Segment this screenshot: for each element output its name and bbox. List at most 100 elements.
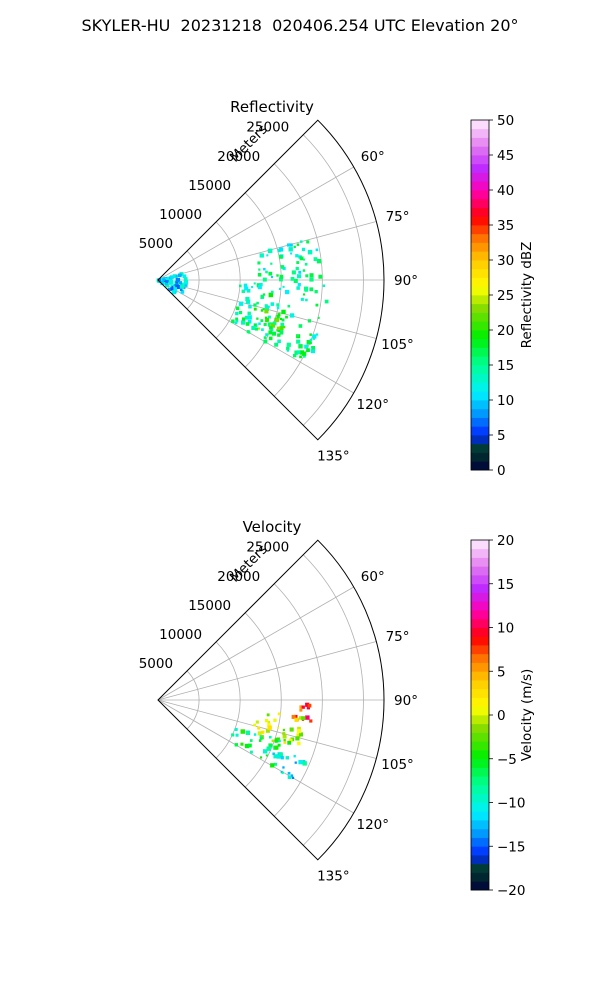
echo-gate [169,279,174,284]
figure-suptitle: SKYLER-HU 20231218 020406.254 UTC Elevat… [81,16,519,35]
colorbar-segment [471,233,489,243]
azimuth-tick-label: 75° [386,629,410,645]
echo-gate [243,283,248,288]
echo-gate [277,726,280,729]
echo-gate [282,734,287,739]
colorbar-segment [471,417,489,427]
azimuth-tick-label: 135° [317,868,350,884]
echo-gate [260,756,263,759]
colorbar-segment [471,662,489,672]
echo-gate [262,277,267,282]
echo-gate [268,330,273,335]
echo-gate [289,313,295,318]
echo-gate [270,262,273,265]
echo-gate [307,249,313,255]
echo-gate [290,277,295,281]
colorbar-segment [471,207,489,217]
colorbar-segment [471,190,489,200]
colorbar-label: Velocity (m/s) [519,669,535,762]
colorbar-segment [471,128,489,138]
echo-gate [253,723,256,727]
echo-gate [263,336,267,339]
echo-gate [277,743,281,747]
echo-gate [317,316,320,319]
echo-gate [290,774,294,777]
echo-gate [293,278,298,283]
colorbar: 0 5 10 15 20 25 30 35 40 45 50 Reflectivity dBZ [470,113,535,479]
echo-gate [264,309,269,314]
echo-gate [279,274,284,279]
echo-gate [286,346,290,351]
radial-tick-label: 20000 [217,569,260,585]
radial-tick-label: 20000 [217,149,260,165]
echo-gate [253,282,256,285]
colorbar-tick-label: 10 [497,393,514,409]
colorbar-segment [471,575,489,585]
radial-tick-label: 25000 [246,120,289,136]
echo-gate [277,329,281,332]
colorbar-segment [471,548,489,558]
echo-gate [259,282,263,287]
echo-gate [264,719,269,723]
echo-gate [286,349,289,352]
echo-gate [263,339,268,344]
radial-tick-label: 15000 [188,178,231,194]
polar-frame [157,119,385,441]
azimuth-gridline [157,166,354,281]
echo-gate [296,350,301,354]
echo-gate [234,728,238,731]
colorbar-tick-label: −20 [497,883,526,899]
colorbar-segment [471,260,489,270]
colorbar-segment [471,583,489,593]
echo-gate [311,346,316,350]
echo-gate [253,307,257,311]
echo-gate [244,315,249,320]
echo-gate [283,739,286,742]
echo-gate [173,285,176,288]
echo-gate [281,318,285,322]
echo-gate [259,735,262,738]
echo-gate [280,322,285,327]
echo-gate [263,267,266,271]
echo-gate [306,240,310,244]
colorbar-segment [471,242,489,252]
colorbar-segment [471,137,489,147]
colorbar-tick-label: 5 [497,664,506,680]
echo-gate [297,274,302,279]
colorbar-segment [471,636,489,646]
polar-frame [157,539,385,861]
echo-gate [297,283,301,287]
echo-gate [266,254,269,257]
colorbar-segment [471,540,489,550]
azimuth-tick-label: 105° [381,757,414,773]
colorbar-segment [471,723,489,733]
echo-gate [276,303,280,307]
echo-gate [285,289,290,295]
echo-gate [235,733,239,737]
colorbar-segment [471,146,489,156]
echo-gate [238,311,243,315]
echo-gate [164,277,169,282]
azimuth-gridline [157,279,354,394]
echo-gate [157,278,161,282]
colorbar-segment [471,680,489,690]
echo-gate [180,290,185,294]
echo-gate [253,303,257,307]
colorbar-segment [471,198,489,208]
echo-gate [279,331,284,335]
colorbar-segment [471,846,489,856]
colorbar-segment [471,365,489,375]
colorbar-segment [471,828,489,838]
echo-gate [274,762,277,766]
azimuth-tick-label: 120° [357,817,390,833]
colorbar-segment [471,172,489,182]
echo-gate [258,322,261,325]
echo-gate [281,309,286,315]
echo-gate [270,763,275,768]
colorbar-segment [471,592,489,602]
echo-gate [315,248,319,252]
echo-gate [184,283,188,287]
echo-gate [298,270,302,274]
radial-tick-label: 5000 [139,656,173,672]
